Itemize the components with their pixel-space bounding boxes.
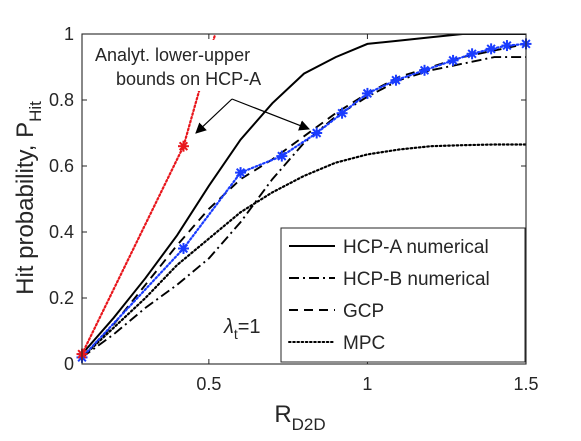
data-point-marker [390,74,402,86]
bounds-annotation-line2: bounds on HCP-A [116,69,261,89]
lambda-annotation: λt=1 [223,316,261,342]
bounds-arrow-lower [231,98,311,131]
y-tick-label: 0 [64,354,74,374]
bounds-annotation-line1: Analyt. lower-upper [95,45,250,65]
series-line-mpc [82,143,526,359]
legend: HCP-A numerical HCP-B numerical GCP MPC [280,227,526,363]
series-line-hcp-b-numerical [82,56,526,359]
x-tick-label: 1 [362,374,372,394]
legend-label: HCP-A numerical [343,237,489,258]
series-line-hcp-a-numerical [82,34,526,355]
y-tick-label: 0.4 [49,222,74,242]
plot-frame [81,33,527,365]
x-tick-label: 0.5 [196,374,221,394]
legend-label: GCP [343,301,384,322]
data-point-marker [466,48,478,60]
x-tick-label: 1.5 [513,374,538,394]
bounds-annotation-box [91,40,277,91]
legend-label: MPC [343,333,385,354]
series-line-analytic-4 [82,42,526,359]
bounds-arrow-upper [195,98,233,134]
y-axis-label: Hit probability, PHit [12,101,45,295]
y-tick-label: 0.2 [49,288,74,308]
x-axis-label: RD2D [274,401,325,434]
y-tick-label: 0.6 [49,156,74,176]
data-point-marker [177,140,189,152]
legend-label: HCP-B numerical [343,269,490,290]
data-point-marker [336,107,348,119]
data-point-marker [276,150,288,162]
data-point-marker [447,54,459,66]
data-point-marker [311,127,323,139]
data-point-marker [419,64,431,76]
x-axis-label-subscript: D2D [292,415,326,434]
data-point-marker [501,40,513,52]
y-tick-label: 1 [64,24,74,44]
y-tick-label: 0.8 [49,90,74,110]
y-axis-ticks: 0 0.2 0.4 0.6 0.8 1 [49,24,526,374]
data-point-marker [485,43,497,55]
legend-box [280,227,526,363]
data-point-marker [177,243,189,254]
data-point-marker [361,87,373,99]
data-point-marker [235,167,247,179]
x-axis-ticks: 0.5 1 1.5 [196,34,539,394]
y-axis-label-subscript: Hit [26,101,45,122]
